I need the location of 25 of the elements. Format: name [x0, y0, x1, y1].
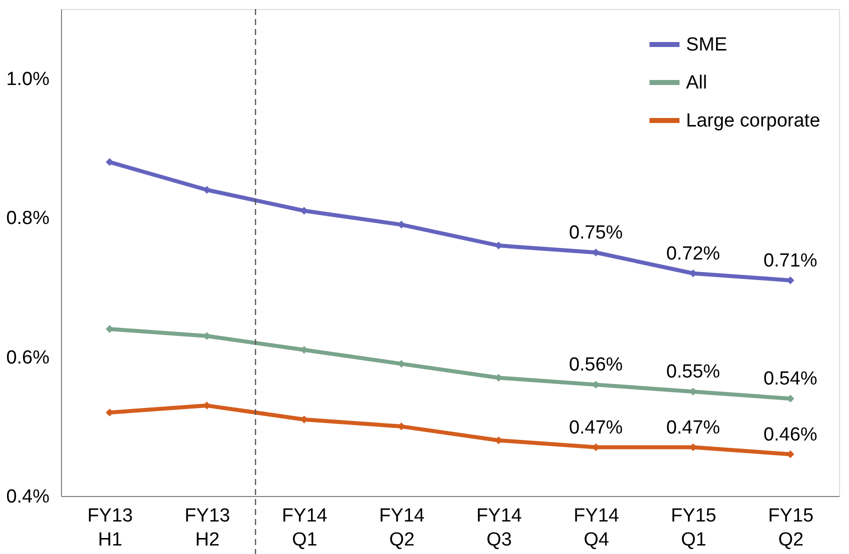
x-tick-label: FY14 Q1 [282, 506, 328, 550]
x-tick-label: FY13 H1 [87, 506, 133, 550]
y-tick-label: 1.0% [6, 69, 50, 90]
legend-label: SME [686, 34, 728, 56]
x-tick-label: FY15 Q2 [768, 506, 814, 550]
data-label: 0.55% [666, 362, 720, 383]
data-label: 0.46% [763, 424, 818, 446]
data-label: 0.71% [763, 250, 818, 272]
point [106, 158, 114, 166]
x-tick-label: FY14 Q2 [379, 506, 426, 550]
data-label: 0.72% [666, 243, 720, 264]
x-tick-label: FY14 Q4 [574, 506, 620, 550]
data-label: 0.75% [568, 222, 623, 244]
data-label: 0.56% [568, 354, 623, 376]
data-label: 0.47% [666, 417, 720, 438]
data-label: 0.54% [763, 368, 818, 390]
x-tick-label: FY13 H2 [184, 506, 230, 550]
data-label: 0.47% [568, 417, 623, 438]
x-tick-label: FY15 Q1 [670, 506, 716, 550]
y-tick-label: 0.8% [6, 208, 50, 230]
y-tick-label: 0.6% [6, 347, 50, 368]
legend-label: All [686, 72, 708, 94]
legend-label: Large corporate [686, 110, 820, 132]
x-tick-label: FY14 Q3 [476, 506, 522, 550]
y-tick-label: 0.4% [6, 486, 50, 508]
